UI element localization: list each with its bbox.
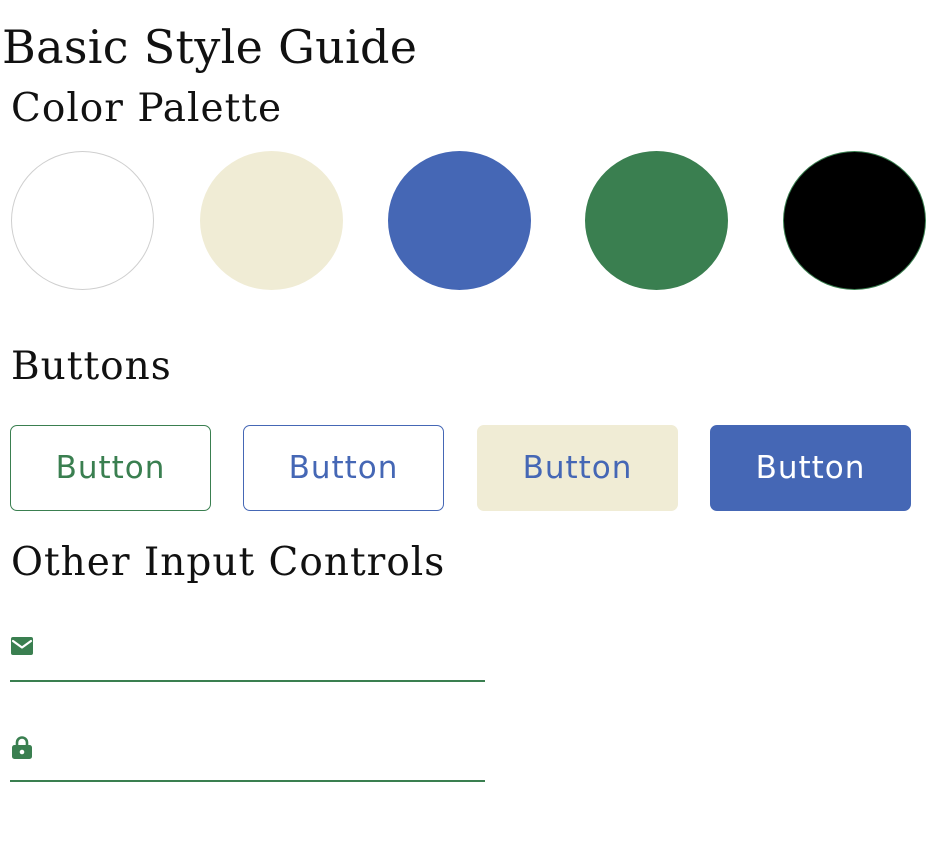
button-blue-filled[interactable]: Button [710,425,911,511]
email-field-underline [10,680,485,682]
lock-icon [10,735,34,759]
section-title-buttons: Buttons [11,344,172,389]
color-swatch-black [783,151,926,290]
button-outline-green[interactable]: Button [10,425,211,511]
section-title-other-input-controls: Other Input Controls [11,540,446,585]
password-field [10,734,485,782]
color-swatch-cream [200,151,343,290]
page-title: Basic Style Guide [2,20,418,74]
password-input[interactable] [44,734,474,780]
section-title-color-palette: Color Palette [11,86,283,131]
email-field [10,634,485,682]
button-outline-blue[interactable]: Button [243,425,444,511]
email-input[interactable] [44,634,474,680]
color-swatch-blue [388,151,531,290]
password-field-underline [10,780,485,782]
color-swatch-green [585,151,728,290]
envelope-icon [10,635,34,659]
button-cream-filled[interactable]: Button [477,425,678,511]
color-swatch-white [11,151,154,290]
